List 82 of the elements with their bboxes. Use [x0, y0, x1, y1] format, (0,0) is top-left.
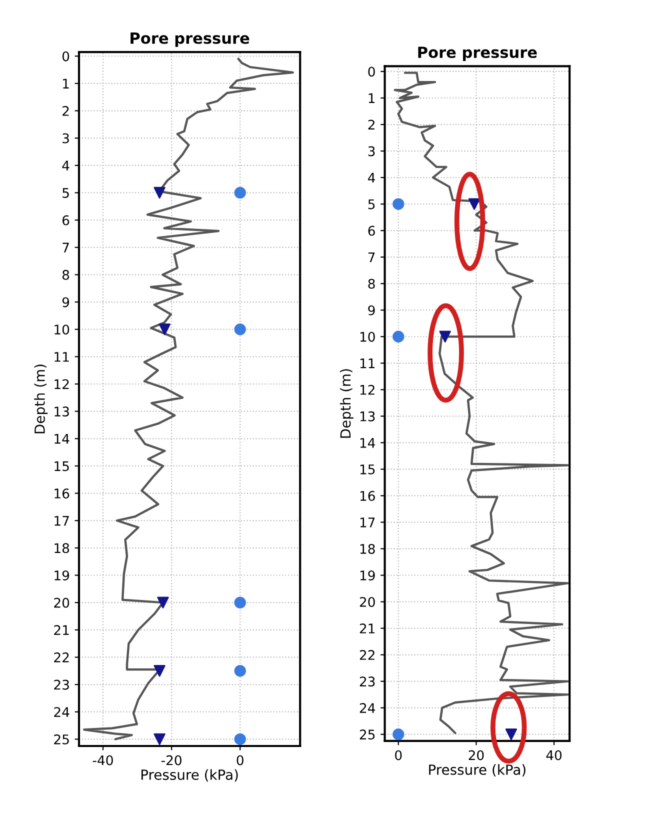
x-tick-label: 20	[468, 750, 484, 760]
y-tick-label: 14	[360, 438, 376, 448]
x-axis-title: Pressure (kPa)	[141, 769, 238, 782]
point	[468, 198, 480, 210]
y-tick-label: 9	[368, 305, 375, 316]
y-tick-label: 12	[54, 379, 69, 390]
y-tick-label: 9	[62, 297, 70, 308]
y-tick-label: 5	[368, 199, 375, 210]
y-tick-label: 2	[62, 106, 69, 116]
y-tick-label: 10	[54, 324, 70, 335]
y-tick-label: 12	[360, 384, 374, 395]
y-axis-title: Depth (m)	[34, 364, 48, 434]
y-tick-label: 14	[54, 434, 70, 444]
point	[154, 186, 166, 199]
y-tick-label: 17	[54, 516, 69, 526]
line-series	[83, 58, 294, 740]
point	[157, 596, 169, 608]
y-tick-label: 20	[360, 596, 375, 607]
y-tick-label: 1	[368, 93, 375, 104]
point	[234, 596, 246, 608]
y-tick-label: 13	[360, 411, 375, 422]
y-tick-label: 17	[360, 518, 375, 528]
y-tick-label: 19	[360, 570, 375, 580]
y-tick-label: 21	[360, 624, 375, 634]
y-tick-label: 6	[62, 215, 70, 226]
y-tick-label: 18	[54, 543, 70, 554]
y-tick-label: 11	[54, 352, 69, 362]
point	[439, 330, 451, 342]
y-tick-label: 6	[368, 226, 375, 236]
y-tick-label: 4	[62, 160, 70, 170]
y-tick-label: 13	[54, 406, 69, 417]
y-tick-label: 11	[360, 358, 375, 368]
y-tick-label: 22	[360, 650, 374, 660]
y-tick-label: 22	[54, 652, 69, 662]
y-tick-label: 8	[368, 278, 375, 289]
chart-title: Pore pressure	[130, 32, 250, 47]
y-tick-label: 3	[368, 146, 375, 156]
y-tick-label: 21	[54, 625, 69, 635]
point	[158, 324, 171, 336]
point	[234, 665, 246, 677]
y-tick-label: 19	[54, 570, 70, 580]
y-tick-label: 16	[360, 490, 375, 501]
y-tick-label: 15	[54, 461, 69, 472]
y-tick-label: 23	[360, 676, 375, 687]
y-tick-label: 4	[368, 172, 376, 183]
x-tick-label: 0	[395, 750, 402, 760]
y-axis-title: Depth (m)	[340, 369, 354, 438]
y-tick-label: 2	[368, 120, 374, 130]
y-tick-label: 18	[360, 544, 375, 554]
y-tick-label: 15	[360, 464, 375, 474]
y-tick-label: 0	[368, 66, 375, 77]
chart-title: Pore pressure	[418, 46, 537, 62]
x-tick-label: 0	[236, 755, 244, 766]
y-tick-label: 1	[63, 78, 69, 88]
y-tick-label: 24	[54, 707, 70, 717]
x-tick-label: -40	[92, 755, 113, 766]
x-tick-label: -20	[161, 755, 182, 766]
y-tick-label: 24	[360, 703, 376, 713]
x-axis-title: Pressure (kPa)	[429, 764, 526, 777]
point	[392, 728, 404, 740]
point	[392, 198, 404, 210]
y-tick-label: 16	[54, 488, 70, 498]
y-tick-label: 10	[360, 332, 375, 342]
point	[392, 330, 404, 342]
point	[234, 186, 246, 199]
y-tick-label: 5	[62, 188, 69, 198]
y-tick-label: 8	[62, 270, 70, 280]
x-tick-label: 40	[546, 750, 562, 760]
y-tick-label: 3	[62, 133, 69, 144]
y-tick-label: 25	[360, 730, 375, 740]
y-tick-label: 23	[54, 680, 69, 690]
point	[234, 733, 246, 746]
point	[505, 728, 518, 740]
point	[234, 324, 246, 336]
y-tick-label: 0	[62, 51, 70, 62]
y-tick-label: 20	[54, 598, 70, 608]
y-tick-label: 7	[368, 252, 375, 262]
y-tick-label: 25	[54, 734, 69, 744]
y-tick-label: 7	[62, 242, 69, 252]
line-series	[394, 72, 569, 734]
point	[154, 665, 166, 677]
point	[154, 733, 166, 746]
